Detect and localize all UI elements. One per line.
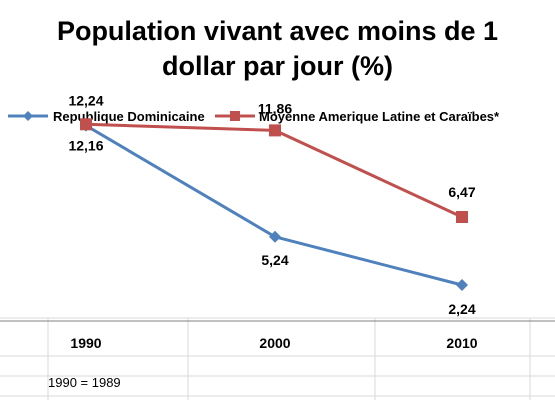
data-point-marker: [456, 279, 468, 291]
legend-label: Moyenne Amerique Latine et Caraïbes*: [259, 109, 500, 124]
series-1: 12,24 11,86 6,47: [68, 92, 476, 224]
data-label: 12,24: [68, 92, 103, 108]
series-0: 12,16 5,24 2,24: [68, 119, 476, 317]
legend-item: Republique Dominicaine: [8, 109, 205, 124]
data-label: 5,24: [261, 252, 288, 268]
legend-label: Republique Dominicaine: [53, 109, 205, 124]
legend-item: Moyenne Amerique Latine et Caraïbes*: [215, 109, 500, 124]
data-point-marker: [456, 211, 468, 224]
chart-title: Population vivant avec moins de 1 dollar…: [0, 14, 555, 84]
data-label: 2,24: [448, 301, 475, 317]
series-line: [85, 122, 463, 219]
x-axis: 1990 2000 2010: [0, 320, 555, 351]
x-tick-label: 2010: [446, 335, 477, 351]
x-tick-label: 2000: [259, 335, 290, 351]
data-point-marker: [80, 118, 92, 131]
chart-title-line-2: dollar par jour (%): [161, 51, 394, 81]
data-label: 11,86: [258, 100, 292, 116]
sheet-gridlines: [0, 317, 555, 400]
data-label: 12,16: [68, 138, 103, 154]
legend-marker: [23, 111, 33, 121]
data-point-marker: [269, 230, 281, 243]
footnote: 1990 = 1989: [48, 375, 121, 390]
data-label: 6,47: [448, 184, 475, 200]
legend-marker: [230, 111, 240, 121]
x-tick-label: 1990: [70, 335, 101, 351]
chart-title-line-1: Population vivant avec moins de 1: [56, 16, 499, 46]
data-point-marker: [269, 124, 281, 137]
